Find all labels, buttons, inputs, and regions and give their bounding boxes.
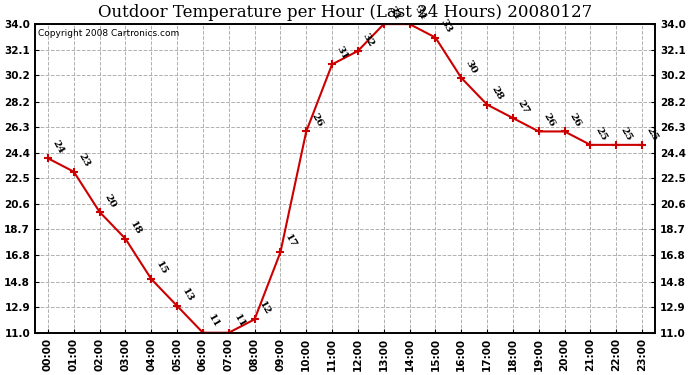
Text: 23: 23 [77, 152, 92, 169]
Text: 26: 26 [542, 112, 557, 129]
Text: 11: 11 [232, 313, 246, 330]
Text: 32: 32 [361, 31, 375, 48]
Text: 34: 34 [386, 4, 402, 21]
Text: 27: 27 [515, 98, 531, 115]
Text: 30: 30 [464, 58, 479, 75]
Title: Outdoor Temperature per Hour (Last 24 Hours) 20080127: Outdoor Temperature per Hour (Last 24 Ho… [98, 4, 592, 21]
Text: 34: 34 [413, 4, 427, 21]
Text: 11: 11 [206, 313, 221, 330]
Text: 25: 25 [593, 125, 608, 142]
Text: 18: 18 [128, 219, 144, 236]
Text: 25: 25 [619, 125, 634, 142]
Text: Copyright 2008 Cartronics.com: Copyright 2008 Cartronics.com [38, 29, 179, 38]
Text: 24: 24 [51, 139, 66, 156]
Text: 26: 26 [567, 112, 582, 129]
Text: 26: 26 [309, 112, 324, 129]
Text: 12: 12 [257, 300, 273, 316]
Text: 13: 13 [180, 286, 195, 303]
Text: 17: 17 [283, 232, 298, 249]
Text: 31: 31 [335, 45, 350, 62]
Text: 20: 20 [102, 192, 117, 209]
Text: 25: 25 [645, 125, 660, 142]
Text: 28: 28 [490, 85, 505, 102]
Text: 15: 15 [154, 260, 169, 276]
Text: 33: 33 [438, 18, 453, 35]
